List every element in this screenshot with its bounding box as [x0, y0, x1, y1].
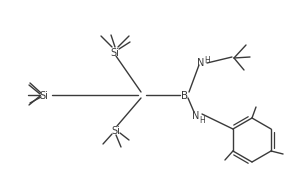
Text: N: N: [192, 111, 200, 121]
Text: N: N: [197, 58, 205, 68]
Text: H: H: [204, 55, 210, 65]
Text: Si: Si: [112, 126, 120, 136]
Text: B: B: [182, 91, 189, 101]
Text: Si: Si: [111, 48, 119, 58]
Text: H: H: [199, 116, 205, 124]
Text: Si: Si: [40, 91, 48, 101]
